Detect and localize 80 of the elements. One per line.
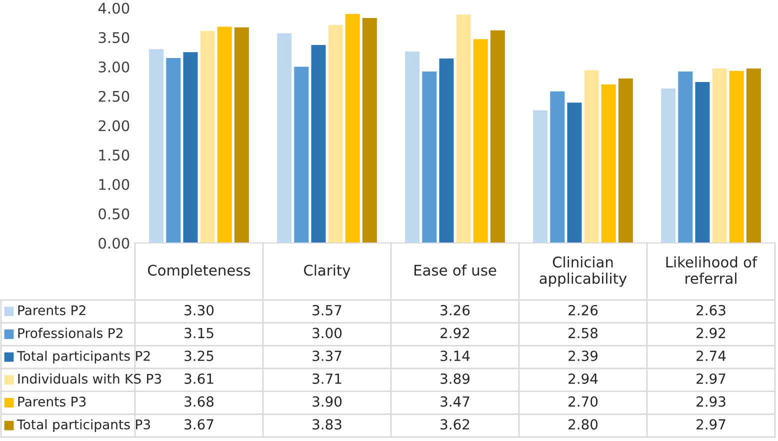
bar bbox=[550, 91, 565, 243]
bar bbox=[490, 30, 505, 243]
data-label: 2.92 bbox=[696, 328, 726, 338]
data-label: 2.94 bbox=[568, 373, 598, 384]
bar bbox=[533, 110, 548, 243]
y-tick-label: 4.00 bbox=[98, 2, 130, 14]
data-label: 2.74 bbox=[696, 350, 726, 361]
legend-label: Total participants P3 bbox=[16, 419, 150, 432]
bar bbox=[584, 70, 599, 243]
bar bbox=[149, 49, 164, 243]
legend-label: Parents P3 bbox=[18, 396, 86, 407]
y-tick-label: 0.50 bbox=[98, 208, 130, 220]
bar bbox=[473, 39, 488, 243]
bar bbox=[234, 27, 249, 243]
bar bbox=[362, 18, 377, 243]
data-label: 3.47 bbox=[440, 396, 470, 407]
x-tick-label: Ease of use bbox=[414, 264, 496, 276]
bar bbox=[601, 84, 616, 243]
data-label: 2.70 bbox=[568, 396, 598, 407]
legend-label: Individuals with KS P3 bbox=[18, 374, 162, 384]
data-label: 3.68 bbox=[184, 396, 214, 407]
data-label: 3.15 bbox=[184, 328, 214, 338]
bar bbox=[567, 102, 582, 243]
data-label: 2.63 bbox=[696, 304, 726, 316]
x-tick-label: Clarity bbox=[304, 264, 350, 279]
data-label: 2.39 bbox=[568, 350, 598, 362]
bar bbox=[166, 58, 181, 243]
data-label: 3.26 bbox=[440, 304, 470, 316]
bar bbox=[456, 14, 471, 243]
bar bbox=[328, 25, 343, 243]
legend-label: Total participants P2 bbox=[16, 350, 150, 364]
bar bbox=[405, 51, 420, 243]
data-label: 2.92 bbox=[440, 328, 470, 338]
bar bbox=[200, 30, 215, 243]
bar bbox=[345, 14, 360, 243]
data-label: 3.57 bbox=[312, 304, 342, 316]
bar bbox=[661, 88, 676, 243]
data-label: 3.37 bbox=[312, 350, 342, 362]
y-tick-label: 3.00 bbox=[98, 61, 130, 72]
data-label: 3.89 bbox=[440, 373, 470, 384]
bar bbox=[217, 26, 232, 243]
y-tick-label: 1.50 bbox=[99, 150, 130, 161]
y-tick-label: 2.50 bbox=[98, 90, 130, 102]
data-label: 3.25 bbox=[184, 350, 214, 362]
y-tick-label: 1.00 bbox=[99, 178, 130, 190]
bar bbox=[294, 66, 309, 243]
bar bbox=[422, 71, 437, 243]
data-label: 3.71 bbox=[312, 373, 342, 384]
bar bbox=[311, 45, 326, 243]
bar bbox=[277, 33, 292, 243]
bar bbox=[712, 68, 727, 243]
data-label: 2.58 bbox=[568, 328, 598, 338]
bar bbox=[618, 78, 633, 243]
bar bbox=[695, 82, 710, 243]
data-label: 2.97 bbox=[696, 373, 726, 384]
bar bbox=[746, 68, 761, 243]
bar bbox=[729, 70, 744, 243]
data-label: 3.00 bbox=[312, 328, 342, 338]
data-label: 2.80 bbox=[568, 419, 598, 430]
data-label: 3.67 bbox=[184, 419, 214, 430]
data-label: 2.26 bbox=[568, 304, 598, 316]
y-tick-label: 0.00 bbox=[98, 238, 130, 249]
data-label: 3.30 bbox=[184, 304, 214, 316]
y-tick-label: 3.50 bbox=[98, 32, 130, 44]
data-label: 2.93 bbox=[696, 396, 726, 407]
x-tick-label: Completeness bbox=[148, 264, 250, 279]
legend-label: Parents P2 bbox=[18, 305, 86, 316]
bar bbox=[439, 58, 454, 243]
data-label: 2.97 bbox=[696, 419, 726, 430]
data-label: 3.61 bbox=[184, 373, 214, 384]
x-tick-label: Likelihood of referral bbox=[666, 256, 758, 284]
data-label: 3.62 bbox=[440, 419, 470, 430]
data-label: 3.90 bbox=[312, 396, 342, 407]
legend-label: Professionals P2 bbox=[18, 328, 122, 338]
bar bbox=[183, 52, 198, 243]
data-label: 3.14 bbox=[440, 350, 470, 362]
y-tick-label: 2.00 bbox=[98, 120, 130, 132]
bar bbox=[678, 71, 693, 243]
data-label: 3.83 bbox=[312, 419, 342, 430]
x-tick-label: Clinician applicability bbox=[540, 256, 627, 287]
